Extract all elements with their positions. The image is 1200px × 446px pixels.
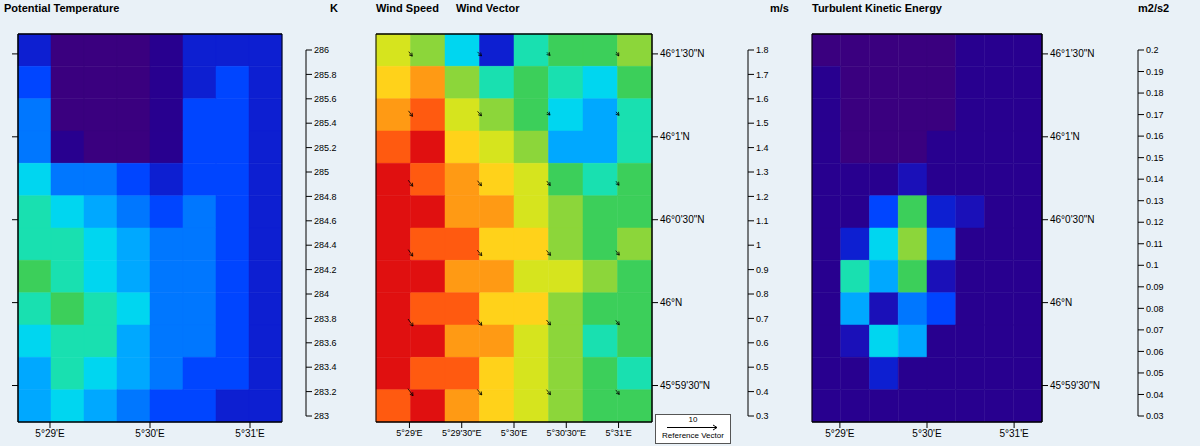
svg-text:285.2: 285.2 <box>314 143 337 153</box>
svg-text:286: 286 <box>314 45 329 55</box>
svg-text:5°29'E: 5°29'E <box>35 428 65 439</box>
html-text:Reference Vector: Reference Vector <box>662 431 724 440</box>
svg-text:0.1: 0.1 <box>1146 260 1159 270</box>
svg-text:1.2: 1.2 <box>756 192 769 202</box>
svg-text:5°29'E: 5°29'E <box>825 428 855 439</box>
svg-text:0.15: 0.15 <box>1146 153 1164 163</box>
svg-text:284: 284 <box>314 289 329 299</box>
svg-text:5°31'E: 5°31'E <box>235 428 265 439</box>
svg-text:46°N: 46°N <box>1050 297 1072 308</box>
svg-text:46°0'30"N: 46°0'30"N <box>1050 214 1095 225</box>
svg-text:283: 283 <box>314 411 329 421</box>
svg-text:0.12: 0.12 <box>1146 217 1164 227</box>
html-text:10: 10 <box>688 415 698 424</box>
svg-text:0.9: 0.9 <box>756 265 769 275</box>
svg-text:0.3: 0.3 <box>756 411 769 421</box>
svg-text:0.11: 0.11 <box>1146 239 1163 249</box>
svg-text:285.6: 285.6 <box>314 94 337 104</box>
svg-text:1.6: 1.6 <box>756 94 769 104</box>
svg-text:0.4: 0.4 <box>756 387 769 397</box>
svg-text:0.03: 0.03 <box>1146 411 1164 421</box>
html-text:Wind Speed: Wind Speed <box>376 2 439 14</box>
html-text:Wind Vector: Wind Vector <box>456 2 520 14</box>
svg-text:283.8: 283.8 <box>314 314 337 324</box>
svg-text:5°30'30"E: 5°30'30"E <box>546 428 586 438</box>
svg-text:283.4: 283.4 <box>314 362 337 372</box>
svg-text:1.5: 1.5 <box>756 118 769 128</box>
svg-text:46°N: 46°N <box>660 297 682 308</box>
svg-text:0.5: 0.5 <box>756 362 769 372</box>
svg-text:0.6: 0.6 <box>756 338 769 348</box>
svg-text:46°1'N: 46°1'N <box>1050 131 1080 142</box>
svg-text:0.09: 0.09 <box>1146 282 1164 292</box>
html-text:Turbulent Kinetic Energy: Turbulent Kinetic Energy <box>812 2 942 14</box>
svg-text:285.4: 285.4 <box>314 118 337 128</box>
svg-text:284.6: 284.6 <box>314 216 337 226</box>
svg-text:1: 1 <box>756 240 761 250</box>
svg-text:5°31'E: 5°31'E <box>999 428 1029 439</box>
svg-text:0.06: 0.06 <box>1146 347 1164 357</box>
svg-text:5°31'E: 5°31'E <box>605 428 631 438</box>
svg-text:283.2: 283.2 <box>314 387 337 397</box>
svg-text:0.8: 0.8 <box>756 289 769 299</box>
svg-text:285: 285 <box>314 167 329 177</box>
svg-text:284.4: 284.4 <box>314 240 337 250</box>
svg-text:0.05: 0.05 <box>1146 368 1164 378</box>
svg-text:0.14: 0.14 <box>1146 174 1164 184</box>
svg-text:0.07: 0.07 <box>1146 325 1164 335</box>
svg-text:0.18: 0.18 <box>1146 88 1164 98</box>
svg-text:45°59'30"N: 45°59'30"N <box>1050 380 1100 391</box>
svg-text:284.8: 284.8 <box>314 192 337 202</box>
svg-text:0.16: 0.16 <box>1146 131 1164 141</box>
svg-text:1.8: 1.8 <box>756 45 769 55</box>
svg-text:283.6: 283.6 <box>314 338 337 348</box>
svg-text:5°29'30"E: 5°29'30"E <box>442 428 482 438</box>
svg-text:0.13: 0.13 <box>1146 196 1164 206</box>
svg-text:0.04: 0.04 <box>1146 390 1164 400</box>
svg-text:5°30'E: 5°30'E <box>135 428 165 439</box>
svg-text:46°1'N: 46°1'N <box>660 131 690 142</box>
svg-text:1.1: 1.1 <box>756 216 769 226</box>
svg-text:46°1'30"N: 46°1'30"N <box>660 48 705 59</box>
html-text:m/s: m/s <box>770 2 789 14</box>
svg-text:0.7: 0.7 <box>756 314 769 324</box>
svg-text:1.7: 1.7 <box>756 70 769 80</box>
svg-text:0.08: 0.08 <box>1146 304 1164 314</box>
html-text:Potential Temperature: Potential Temperature <box>4 2 120 14</box>
svg-text:5°30'E: 5°30'E <box>501 428 527 438</box>
svg-text:285.8: 285.8 <box>314 70 337 80</box>
svg-text:0.2: 0.2 <box>1146 45 1159 55</box>
svg-text:46°1'30"N: 46°1'30"N <box>1050 48 1095 59</box>
svg-text:45°59'30"N: 45°59'30"N <box>660 380 710 391</box>
svg-text:5°29'E: 5°29'E <box>396 428 422 438</box>
svg-text:284.2: 284.2 <box>314 265 337 275</box>
html-text:K: K <box>330 2 338 14</box>
svg-text:46°0'30"N: 46°0'30"N <box>660 214 705 225</box>
svg-text:0.17: 0.17 <box>1146 110 1164 120</box>
svg-text:1.3: 1.3 <box>756 167 769 177</box>
svg-text:0.19: 0.19 <box>1146 67 1164 77</box>
svg-text:1.4: 1.4 <box>756 143 769 153</box>
html-text:m2/s2: m2/s2 <box>1138 2 1170 14</box>
svg-text:5°30'E: 5°30'E <box>912 428 942 439</box>
